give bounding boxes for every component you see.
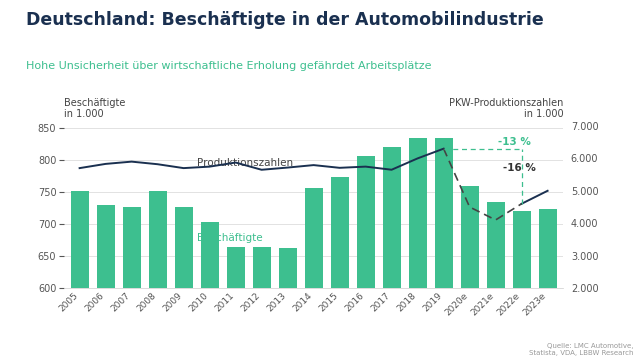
Text: Quelle: LMC Automotive,
Statista, VDA, LBBW Research: Quelle: LMC Automotive, Statista, VDA, L… <box>529 343 634 356</box>
Bar <box>305 188 323 360</box>
Bar <box>461 186 479 360</box>
Bar <box>122 207 141 360</box>
Bar <box>538 209 557 360</box>
Bar <box>513 211 531 360</box>
Text: -13 %: -13 % <box>498 138 531 148</box>
Bar <box>175 207 193 360</box>
Bar <box>486 202 505 360</box>
Bar <box>383 147 401 360</box>
Bar <box>435 138 452 360</box>
Bar <box>330 177 349 360</box>
Text: Produktionszahlen: Produktionszahlen <box>196 158 292 168</box>
Bar <box>97 205 115 360</box>
Text: Deutschland: Beschäftigte in der Automobilindustrie: Deutschland: Beschäftigte in der Automob… <box>26 11 543 29</box>
Bar <box>70 192 89 360</box>
Text: -16 %: -16 % <box>504 163 536 174</box>
Bar <box>200 222 219 360</box>
Bar <box>356 156 374 360</box>
Text: in 1.000: in 1.000 <box>524 109 563 119</box>
Text: Beschäftigte: Beschäftigte <box>196 233 262 243</box>
Bar <box>408 138 427 360</box>
Text: Hohe Unsicherheit über wirtschaftliche Erholung gefährdet Arbeitsplätze: Hohe Unsicherheit über wirtschaftliche E… <box>26 61 431 71</box>
Bar <box>148 192 166 360</box>
Text: PKW-Produktionszahlen: PKW-Produktionszahlen <box>449 98 563 108</box>
Bar <box>278 248 297 360</box>
Bar <box>227 247 244 360</box>
Bar <box>253 247 271 360</box>
Text: in 1.000: in 1.000 <box>64 109 104 119</box>
Text: Beschäftigte: Beschäftigte <box>64 98 125 108</box>
